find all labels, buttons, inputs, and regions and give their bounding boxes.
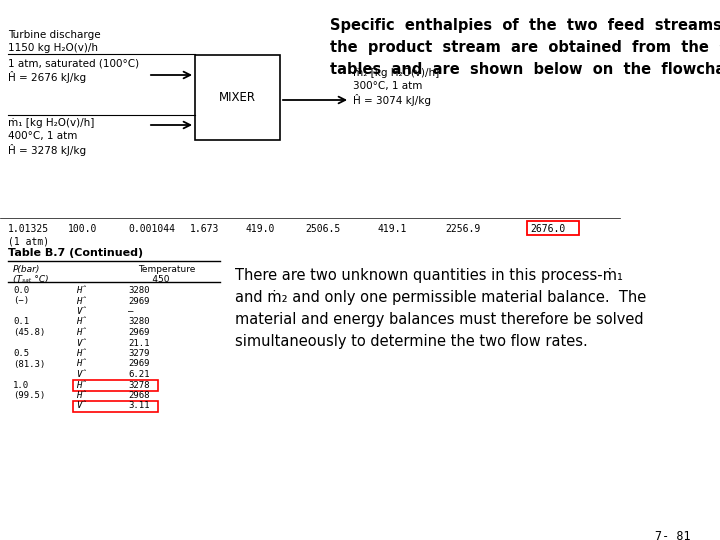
Text: 2969: 2969: [128, 296, 150, 306]
Text: 2969: 2969: [128, 360, 150, 368]
Bar: [73, 401, 158, 412]
Text: (45.8): (45.8): [13, 328, 45, 337]
Text: V̂: V̂: [76, 307, 86, 316]
Text: Ĥ = 2676 kJ/kg: Ĥ = 2676 kJ/kg: [8, 71, 86, 83]
Text: 1.673: 1.673: [190, 224, 220, 234]
Bar: [73, 380, 158, 391]
Text: Ĥ: Ĥ: [76, 381, 86, 389]
Text: Ĥ = 3278 kJ/kg: Ĥ = 3278 kJ/kg: [8, 144, 86, 156]
Text: 3279: 3279: [128, 349, 150, 358]
Text: 6.21: 6.21: [128, 370, 150, 379]
Text: Specific  enthalpies  of  the  two  feed  streams  and
the  product  stream  are: Specific enthalpies of the two feed stre…: [330, 18, 720, 77]
Text: 0.0: 0.0: [13, 286, 29, 295]
Bar: [195, 55, 280, 140]
Text: 7- 81: 7- 81: [655, 530, 690, 540]
Text: 300°C, 1 atm: 300°C, 1 atm: [353, 81, 423, 91]
Text: 3280: 3280: [128, 286, 150, 295]
Text: 21.1: 21.1: [128, 339, 150, 348]
Text: Ĥ: Ĥ: [76, 328, 86, 337]
Text: 2506.5: 2506.5: [305, 224, 341, 234]
Text: 1.0: 1.0: [13, 381, 29, 389]
Text: 419.1: 419.1: [378, 224, 408, 234]
Text: V̂: V̂: [76, 370, 86, 379]
Text: 0.5: 0.5: [13, 349, 29, 358]
Text: —: —: [128, 307, 133, 316]
Text: (1 atm): (1 atm): [8, 237, 49, 247]
Text: simultaneously to determine the two flow rates.: simultaneously to determine the two flow…: [235, 334, 588, 349]
Text: V̂: V̂: [76, 339, 86, 348]
Text: (−): (−): [13, 296, 29, 306]
Text: and ṁ₂ and only one permissible material balance.  The: and ṁ₂ and only one permissible material…: [235, 290, 647, 305]
Text: (81.3): (81.3): [13, 360, 45, 368]
Text: 2676.0: 2676.0: [530, 224, 565, 234]
Text: 3280: 3280: [128, 318, 150, 327]
Text: 0.001044: 0.001044: [128, 224, 175, 234]
Text: There are two unknown quantities in this process-ṁ₁: There are two unknown quantities in this…: [235, 268, 623, 283]
Text: 419.0: 419.0: [245, 224, 274, 234]
Text: 3.11: 3.11: [128, 402, 150, 410]
Text: Turbine discharge: Turbine discharge: [8, 30, 101, 40]
Text: 2256.9: 2256.9: [445, 224, 480, 234]
Text: Table B.7 (Continued): Table B.7 (Continued): [8, 248, 143, 258]
Text: Ĥ: Ĥ: [76, 360, 86, 368]
Text: Ĥ: Ĥ: [76, 318, 86, 327]
Text: V̂: V̂: [76, 402, 86, 410]
Text: material and energy balances must therefore be solved: material and energy balances must theref…: [235, 312, 644, 327]
Text: ṁ₂ [kg H₂O(v)/h]: ṁ₂ [kg H₂O(v)/h]: [353, 68, 439, 78]
Text: 3278: 3278: [128, 381, 150, 389]
Text: Ĥ = 3074 kJ/kg: Ĥ = 3074 kJ/kg: [353, 94, 431, 106]
Text: 1.01325: 1.01325: [8, 224, 49, 234]
Text: Ĥ: Ĥ: [76, 296, 86, 306]
Text: Ĥ: Ĥ: [76, 349, 86, 358]
Text: P(bar)
(Tₛₐₜ °C): P(bar) (Tₛₐₜ °C): [13, 265, 49, 285]
Text: ṁ₁ [kg H₂O(v)/h]: ṁ₁ [kg H₂O(v)/h]: [8, 118, 94, 128]
Text: 100.0: 100.0: [68, 224, 97, 234]
Text: 400°C, 1 atm: 400°C, 1 atm: [8, 131, 77, 141]
Text: Temperature
     450: Temperature 450: [138, 265, 195, 285]
Text: Ĥ: Ĥ: [76, 391, 86, 400]
Text: 0.1: 0.1: [13, 318, 29, 327]
Text: 1150 kg H₂O(v)/h: 1150 kg H₂O(v)/h: [8, 43, 98, 53]
Text: Ĥ: Ĥ: [76, 286, 86, 295]
Text: 1 atm, saturated (100°C): 1 atm, saturated (100°C): [8, 58, 139, 68]
Bar: [527, 221, 579, 235]
Text: MIXER: MIXER: [219, 91, 256, 104]
Text: (99.5): (99.5): [13, 391, 45, 400]
Text: 2969: 2969: [128, 328, 150, 337]
Text: 2968: 2968: [128, 391, 150, 400]
